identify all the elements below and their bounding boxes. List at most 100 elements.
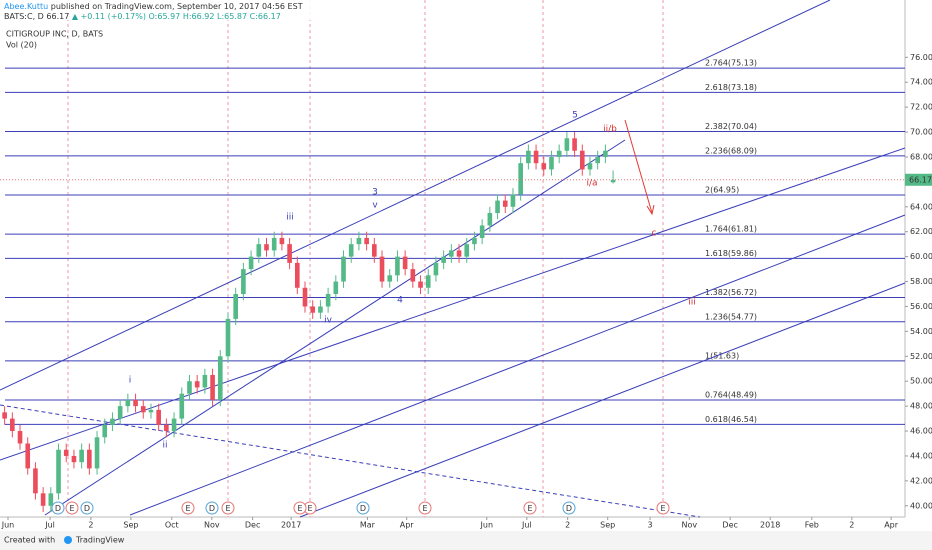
- candle-body: [294, 262, 300, 288]
- y-tick-label: 76.00: [910, 53, 932, 62]
- trendline-dashed: [0, 404, 701, 518]
- footer-brand[interactable]: TradingView: [75, 536, 125, 545]
- wave-label: 3: [372, 188, 378, 198]
- events: D E D E ED EE D E E D E: [51, 501, 670, 515]
- candle-body: [387, 275, 393, 282]
- y-tick-label: 64.00: [910, 202, 932, 211]
- chart-subtitle: Vol (20): [6, 41, 37, 50]
- candle-body: [610, 179, 616, 183]
- candle-body: [372, 244, 377, 257]
- candle-body: [102, 424, 108, 438]
- fib-label: 1.382(56.72): [705, 288, 757, 297]
- symbol: BATS:C, D: [4, 12, 44, 21]
- fib-label: 1(51.63): [705, 351, 739, 360]
- candle-body: [341, 256, 346, 282]
- arrow-shaft: [624, 119, 653, 214]
- candle-body: [487, 213, 493, 226]
- event-label: E: [307, 504, 312, 513]
- candle-body: [433, 262, 439, 276]
- footer-bg: [0, 531, 932, 550]
- y-tick-label: 74.00: [910, 78, 932, 87]
- open: O:65.97: [149, 12, 181, 21]
- fib-label: 2(64.95): [705, 185, 739, 194]
- candle-body: [225, 318, 231, 357]
- candle-body: [117, 406, 123, 419]
- candle-body: [210, 374, 215, 400]
- fib-label: 0.764(48.49): [705, 391, 757, 400]
- x-tick-label: 2: [88, 521, 93, 530]
- candle-body: [464, 244, 470, 257]
- x-tick-label: 2018: [760, 521, 780, 530]
- candle-body: [479, 225, 485, 238]
- x-tick-label: Oct: [165, 521, 179, 530]
- candle-body: [502, 200, 508, 207]
- candle-body: [217, 356, 223, 400]
- trendline: [0, 0, 831, 391]
- x-tick-label: Apr: [884, 521, 899, 530]
- candle-body: [410, 269, 416, 282]
- header-bg: [0, 0, 420, 20]
- x-tick-label: Dec: [245, 521, 260, 530]
- candle-body: [595, 156, 600, 164]
- candle-body: [526, 150, 531, 164]
- x-tick-label: Jul: [521, 521, 532, 530]
- candle-body: [63, 449, 69, 456]
- close: C:66.17: [250, 12, 281, 21]
- event-marker: [562, 501, 576, 515]
- wave-labels: i ii iii iv v 3 4 5 ii/b i/a c iii: [129, 111, 696, 451]
- y-tick-label: 60.00: [910, 252, 932, 261]
- candle-body: [325, 294, 331, 307]
- arrow-head: [646, 204, 655, 216]
- wave-label: 5: [572, 111, 578, 121]
- event-label: D: [566, 504, 572, 513]
- event-label: E: [69, 504, 74, 513]
- x-tick-label: Jun: [1, 521, 15, 530]
- candle-body: [549, 156, 554, 170]
- fib-label: 2.764(75.13): [705, 59, 757, 68]
- candle-body: [402, 256, 408, 270]
- event-marker: [293, 501, 307, 515]
- event-label: E: [225, 504, 230, 513]
- projection-arrow: [624, 119, 655, 216]
- y-tick-label: 68.00: [910, 152, 932, 161]
- fib-levels: 2.764(75.13) 2.618(73.18) 2.382(70.04) 2.23…: [5, 59, 905, 425]
- candle-body: [148, 409, 154, 413]
- candle-body: [25, 443, 31, 469]
- wave-label: i: [129, 376, 132, 386]
- event-marker: [356, 501, 370, 515]
- wave-label: v: [372, 201, 378, 211]
- event-label: E: [185, 504, 190, 513]
- candle-body: [187, 381, 192, 394]
- author[interactable]: Abee.Kuttu: [4, 2, 48, 11]
- candle-body: [271, 237, 277, 251]
- candle-body: [533, 150, 539, 164]
- high: H:66.92: [183, 12, 215, 21]
- y-tick-label: 54.00: [910, 327, 932, 336]
- event-label: D: [55, 504, 61, 513]
- wave-label: ii: [162, 441, 167, 451]
- candle-body: [140, 406, 146, 413]
- y-tick-label: 52.00: [910, 352, 932, 361]
- event-label: E: [297, 504, 302, 513]
- published: published on TradingView.com, September …: [51, 2, 303, 11]
- fib-label: 0.618(46.54): [705, 415, 757, 424]
- candle-body: [556, 150, 562, 157]
- candle-body: [10, 418, 15, 432]
- candle-body: [125, 399, 131, 407]
- candle-body: [110, 418, 115, 425]
- candle-body: [256, 244, 262, 257]
- candle-body: [456, 250, 462, 257]
- x-tick-label: 2: [565, 521, 570, 530]
- event-label: E: [660, 504, 665, 513]
- candle-body: [472, 237, 477, 245]
- wave-label: i/a: [586, 179, 597, 189]
- candle-body: [94, 437, 100, 469]
- trendline: [299, 282, 906, 518]
- event-marker: [221, 501, 235, 515]
- candle-body: [603, 150, 608, 157]
- candle-body: [587, 163, 593, 170]
- event-marker: [181, 501, 195, 515]
- trendline: [129, 214, 906, 516]
- wave-label: c: [652, 229, 657, 239]
